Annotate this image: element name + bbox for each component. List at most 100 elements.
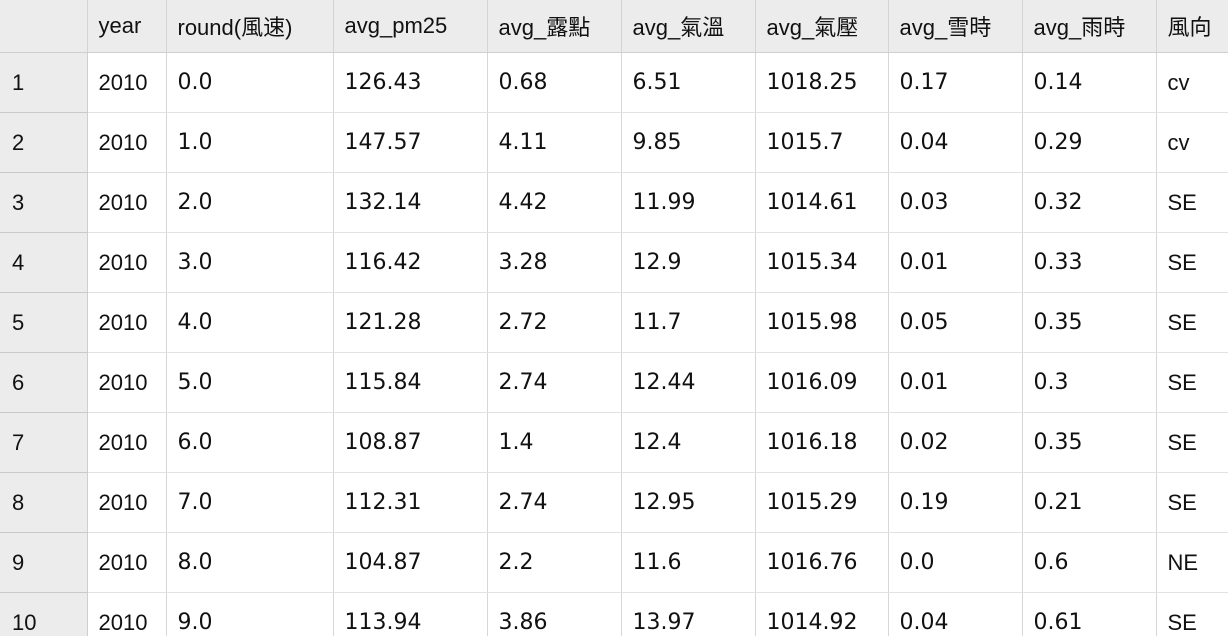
cell-avg-pm25[interactable]: 121.28 [333, 292, 488, 353]
cell-avg-temperature[interactable]: 9.85 [621, 112, 756, 173]
cell-round-wind-speed[interactable]: 2.0 [166, 172, 334, 233]
cell-avg-pm25[interactable]: 116.42 [333, 232, 488, 293]
cell-avg-pressure[interactable]: 1018.25 [755, 52, 889, 113]
table-row[interactable]: 3 2010 2.0 132.14 4.42 11.99 1014.61 0.0… [0, 172, 1228, 233]
cell-avg-snow-hours[interactable]: 0.01 [888, 352, 1023, 413]
table-row[interactable]: 5 2010 4.0 121.28 2.72 11.7 1015.98 0.05… [0, 292, 1228, 353]
cell-year[interactable]: 2010 [87, 592, 167, 636]
cell-avg-dew-point[interactable]: 2.74 [487, 352, 622, 413]
table-row[interactable]: 4 2010 3.0 116.42 3.28 12.9 1015.34 0.01… [0, 232, 1228, 293]
cell-avg-pm25[interactable]: 126.43 [333, 52, 488, 113]
cell-avg-rain-hours[interactable]: 0.35 [1022, 292, 1157, 353]
cell-avg-rain-hours[interactable]: 0.35 [1022, 412, 1157, 473]
cell-avg-temperature[interactable]: 12.9 [621, 232, 756, 293]
cell-avg-temperature[interactable]: 12.44 [621, 352, 756, 413]
cell-year[interactable]: 2010 [87, 112, 167, 173]
cell-avg-snow-hours[interactable]: 0.02 [888, 412, 1023, 473]
cell-avg-pm25[interactable]: 112.31 [333, 472, 488, 533]
cell-wind-direction[interactable]: cv [1156, 52, 1228, 113]
cell-round-wind-speed[interactable]: 1.0 [166, 112, 334, 173]
cell-round-wind-speed[interactable]: 3.0 [166, 232, 334, 293]
row-number[interactable]: 9 [0, 532, 88, 593]
cell-wind-direction[interactable]: cv [1156, 112, 1228, 173]
column-header-round-wind-speed[interactable]: round(風速) [166, 0, 334, 53]
cell-wind-direction[interactable]: SE [1156, 592, 1228, 636]
cell-avg-temperature[interactable]: 11.7 [621, 292, 756, 353]
row-number[interactable]: 6 [0, 352, 88, 413]
table-row[interactable]: 1 2010 0.0 126.43 0.68 6.51 1018.25 0.17… [0, 52, 1228, 113]
cell-avg-dew-point[interactable]: 3.86 [487, 592, 622, 636]
cell-year[interactable]: 2010 [87, 472, 167, 533]
cell-avg-snow-hours[interactable]: 0.0 [888, 532, 1023, 593]
column-header-avg-snow-hours[interactable]: avg_雪時 [888, 0, 1023, 53]
cell-round-wind-speed[interactable]: 8.0 [166, 532, 334, 593]
cell-avg-pressure[interactable]: 1015.34 [755, 232, 889, 293]
row-number[interactable]: 1 [0, 52, 88, 113]
cell-wind-direction[interactable]: SE [1156, 352, 1228, 413]
row-number[interactable]: 10 [0, 592, 88, 636]
header-corner[interactable] [0, 0, 88, 53]
cell-wind-direction[interactable]: SE [1156, 292, 1228, 353]
cell-avg-rain-hours[interactable]: 0.3 [1022, 352, 1157, 413]
cell-avg-pm25[interactable]: 108.87 [333, 412, 488, 473]
cell-avg-rain-hours[interactable]: 0.6 [1022, 532, 1157, 593]
cell-round-wind-speed[interactable]: 6.0 [166, 412, 334, 473]
table-row[interactable]: 8 2010 7.0 112.31 2.74 12.95 1015.29 0.1… [0, 472, 1228, 533]
cell-avg-pressure[interactable]: 1014.92 [755, 592, 889, 636]
row-number[interactable]: 2 [0, 112, 88, 173]
cell-avg-pm25[interactable]: 115.84 [333, 352, 488, 413]
row-number[interactable]: 8 [0, 472, 88, 533]
cell-avg-rain-hours[interactable]: 0.33 [1022, 232, 1157, 293]
cell-wind-direction[interactable]: SE [1156, 412, 1228, 473]
column-header-avg-temperature[interactable]: avg_氣溫 [621, 0, 756, 53]
cell-year[interactable]: 2010 [87, 52, 167, 113]
cell-year[interactable]: 2010 [87, 352, 167, 413]
cell-wind-direction[interactable]: SE [1156, 472, 1228, 533]
cell-round-wind-speed[interactable]: 9.0 [166, 592, 334, 636]
cell-avg-pressure[interactable]: 1016.09 [755, 352, 889, 413]
cell-year[interactable]: 2010 [87, 532, 167, 593]
cell-avg-pm25[interactable]: 147.57 [333, 112, 488, 173]
cell-avg-temperature[interactable]: 12.95 [621, 472, 756, 533]
column-header-year[interactable]: year [87, 0, 167, 53]
row-number[interactable]: 4 [0, 232, 88, 293]
cell-year[interactable]: 2010 [87, 172, 167, 233]
cell-avg-snow-hours[interactable]: 0.04 [888, 112, 1023, 173]
table-row[interactable]: 6 2010 5.0 115.84 2.74 12.44 1016.09 0.0… [0, 352, 1228, 413]
cell-avg-snow-hours[interactable]: 0.01 [888, 232, 1023, 293]
cell-avg-temperature[interactable]: 13.97 [621, 592, 756, 636]
cell-wind-direction[interactable]: SE [1156, 232, 1228, 293]
cell-avg-rain-hours[interactable]: 0.21 [1022, 472, 1157, 533]
cell-round-wind-speed[interactable]: 4.0 [166, 292, 334, 353]
cell-avg-snow-hours[interactable]: 0.04 [888, 592, 1023, 636]
cell-avg-rain-hours[interactable]: 0.29 [1022, 112, 1157, 173]
column-header-avg-rain-hours[interactable]: avg_雨時 [1022, 0, 1157, 53]
cell-avg-pressure[interactable]: 1016.76 [755, 532, 889, 593]
cell-avg-pm25[interactable]: 132.14 [333, 172, 488, 233]
cell-avg-temperature[interactable]: 12.4 [621, 412, 756, 473]
cell-avg-pm25[interactable]: 113.94 [333, 592, 488, 636]
cell-avg-dew-point[interactable]: 4.11 [487, 112, 622, 173]
cell-avg-pressure[interactable]: 1015.98 [755, 292, 889, 353]
cell-avg-temperature[interactable]: 11.6 [621, 532, 756, 593]
cell-avg-rain-hours[interactable]: 0.32 [1022, 172, 1157, 233]
cell-wind-direction[interactable]: SE [1156, 172, 1228, 233]
column-header-avg-dew-point[interactable]: avg_露點 [487, 0, 622, 53]
cell-avg-dew-point[interactable]: 4.42 [487, 172, 622, 233]
cell-avg-pressure[interactable]: 1015.29 [755, 472, 889, 533]
table-row[interactable]: 7 2010 6.0 108.87 1.4 12.4 1016.18 0.02 … [0, 412, 1228, 473]
column-header-wind-direction[interactable]: 風向 [1156, 0, 1228, 53]
cell-avg-temperature[interactable]: 6.51 [621, 52, 756, 113]
cell-avg-snow-hours[interactable]: 0.17 [888, 52, 1023, 113]
cell-avg-dew-point[interactable]: 2.2 [487, 532, 622, 593]
cell-round-wind-speed[interactable]: 0.0 [166, 52, 334, 113]
cell-avg-dew-point[interactable]: 1.4 [487, 412, 622, 473]
cell-avg-snow-hours[interactable]: 0.03 [888, 172, 1023, 233]
table-row[interactable]: 9 2010 8.0 104.87 2.2 11.6 1016.76 0.0 0… [0, 532, 1228, 593]
cell-avg-dew-point[interactable]: 0.68 [487, 52, 622, 113]
row-number[interactable]: 7 [0, 412, 88, 473]
table-row[interactable]: 10 2010 9.0 113.94 3.86 13.97 1014.92 0.… [0, 592, 1228, 636]
cell-wind-direction[interactable]: NE [1156, 532, 1228, 593]
cell-avg-snow-hours[interactable]: 0.05 [888, 292, 1023, 353]
row-number[interactable]: 3 [0, 172, 88, 233]
